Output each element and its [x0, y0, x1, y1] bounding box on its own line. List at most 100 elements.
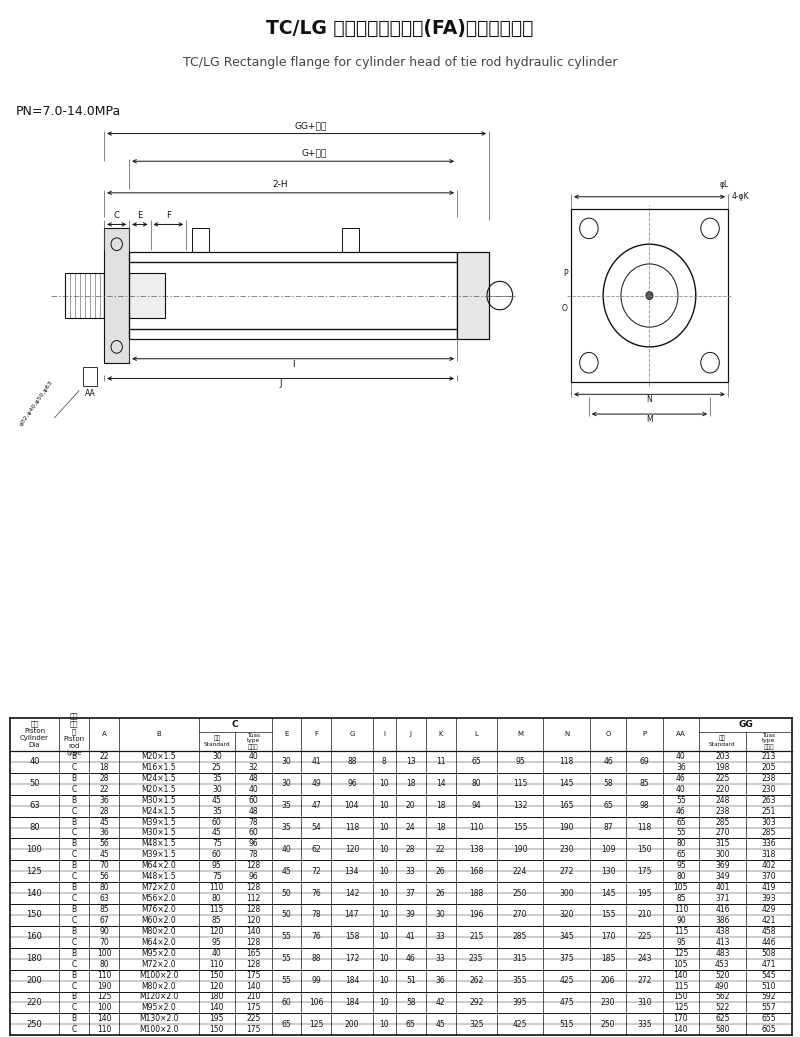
Text: 46: 46: [603, 757, 613, 766]
Text: 35: 35: [282, 802, 291, 810]
Text: 25: 25: [212, 763, 222, 772]
Text: 100: 100: [97, 1004, 111, 1012]
Text: 128: 128: [246, 884, 260, 892]
Text: 142: 142: [345, 889, 359, 898]
Text: 158: 158: [345, 932, 359, 942]
Text: 32: 32: [249, 763, 258, 772]
Text: 95: 95: [212, 862, 222, 870]
Bar: [129, 252, 457, 339]
Text: 40: 40: [212, 949, 222, 958]
Text: 200: 200: [345, 1019, 359, 1029]
Text: 105: 105: [674, 959, 688, 969]
Text: B: B: [72, 884, 77, 892]
Text: M80×2.0: M80×2.0: [142, 982, 176, 990]
Text: 55: 55: [282, 954, 291, 963]
Bar: [192, 228, 209, 252]
Text: 95: 95: [676, 862, 686, 870]
Text: 625: 625: [715, 1014, 730, 1024]
Circle shape: [646, 291, 653, 300]
Text: 180: 180: [210, 992, 224, 1002]
Text: 238: 238: [762, 774, 776, 783]
Text: 150: 150: [674, 992, 688, 1002]
Text: B: B: [72, 992, 77, 1002]
Text: C: C: [72, 1004, 77, 1012]
Text: φL: φL: [720, 179, 729, 189]
Text: 250: 250: [26, 1019, 42, 1029]
Text: 138: 138: [469, 845, 483, 853]
Text: 195: 195: [638, 889, 652, 898]
Text: B: B: [72, 752, 77, 761]
Text: 49: 49: [311, 779, 321, 788]
Text: 165: 165: [246, 949, 261, 958]
Bar: [104, 274, 165, 317]
Text: 80: 80: [676, 839, 686, 848]
Text: C: C: [72, 916, 77, 925]
Text: 35: 35: [212, 807, 222, 815]
Text: 128: 128: [246, 937, 260, 947]
Text: 75: 75: [212, 872, 222, 881]
Text: M72×2.0: M72×2.0: [142, 959, 176, 969]
Text: 522: 522: [715, 1004, 730, 1012]
Text: 140: 140: [674, 1026, 688, 1034]
Text: M120×2.0: M120×2.0: [139, 992, 178, 1002]
Text: C: C: [72, 1026, 77, 1034]
Text: 125: 125: [97, 992, 111, 1002]
Text: 36: 36: [99, 795, 109, 805]
Text: 55: 55: [282, 976, 291, 985]
Text: 140: 140: [97, 1014, 111, 1024]
Text: 203: 203: [715, 752, 730, 761]
Text: 110: 110: [210, 959, 224, 969]
Text: C: C: [72, 785, 77, 793]
Text: 10: 10: [379, 1019, 389, 1029]
Text: 220: 220: [715, 785, 730, 793]
Text: 185: 185: [601, 954, 615, 963]
Text: 225: 225: [246, 1014, 261, 1024]
Text: M: M: [517, 731, 523, 737]
Text: 184: 184: [345, 998, 359, 1007]
Text: 18: 18: [436, 823, 446, 832]
Bar: [571, 208, 728, 383]
Text: 10: 10: [379, 867, 389, 875]
Text: M130×2.0: M130×2.0: [139, 1014, 178, 1024]
Text: 112: 112: [246, 894, 260, 903]
Text: 490: 490: [715, 982, 730, 990]
Text: B: B: [72, 1014, 77, 1024]
Text: 85: 85: [99, 905, 109, 914]
Text: 缸径
Piston
Cylinder
Dia: 缸径 Piston Cylinder Dia: [20, 721, 49, 748]
Text: 35: 35: [282, 823, 291, 832]
Text: N: N: [646, 395, 652, 404]
Text: 109: 109: [601, 845, 615, 853]
Text: 76: 76: [311, 889, 321, 898]
Text: B: B: [72, 905, 77, 914]
Text: 125: 125: [674, 1004, 688, 1012]
Text: 28: 28: [406, 845, 415, 853]
Text: 115: 115: [210, 905, 224, 914]
Text: 165: 165: [559, 802, 574, 810]
Text: 419: 419: [762, 884, 776, 892]
Text: J: J: [410, 731, 412, 737]
Text: B: B: [72, 839, 77, 848]
Text: 45: 45: [99, 817, 109, 826]
Text: 8: 8: [382, 757, 386, 766]
Text: M95×2.0: M95×2.0: [142, 1004, 176, 1012]
Text: 40: 40: [30, 757, 40, 766]
Text: 67: 67: [99, 916, 109, 925]
Text: 150: 150: [26, 910, 42, 920]
Text: C: C: [72, 937, 77, 947]
Text: E: E: [284, 731, 289, 737]
Text: 120: 120: [246, 916, 261, 925]
Text: C: C: [72, 763, 77, 772]
Bar: [83, 367, 97, 387]
Text: 28: 28: [99, 807, 109, 815]
Text: 60: 60: [212, 850, 222, 860]
Text: M: M: [646, 415, 653, 424]
Text: 190: 190: [513, 845, 527, 853]
Text: 45: 45: [436, 1019, 446, 1029]
Text: 100: 100: [97, 949, 111, 958]
Text: 110: 110: [97, 971, 111, 980]
Text: 150: 150: [210, 1026, 224, 1034]
Text: 272: 272: [559, 867, 574, 875]
Text: M20×1.5: M20×1.5: [142, 785, 176, 793]
Text: 60: 60: [248, 829, 258, 838]
Text: 4-φK: 4-φK: [731, 192, 749, 201]
